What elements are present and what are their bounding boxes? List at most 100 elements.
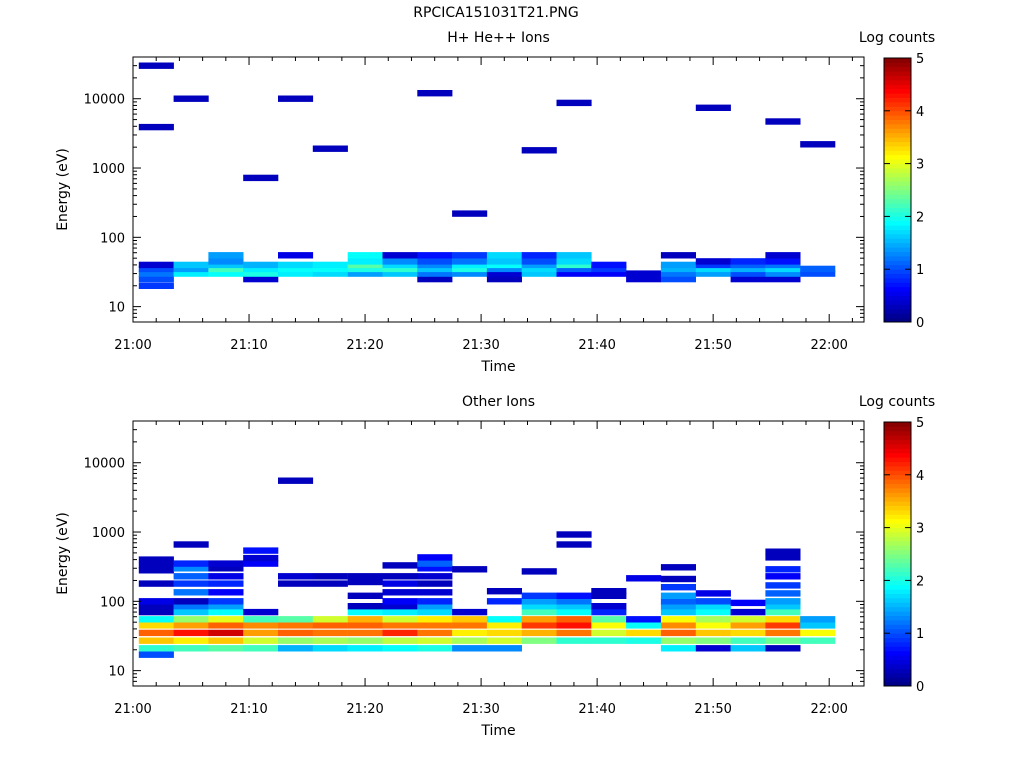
colorbar-tick-label: 2 <box>916 574 924 589</box>
heatmap-cell <box>765 261 801 269</box>
heatmap-cell <box>382 629 418 637</box>
heatmap-cell <box>660 261 696 269</box>
heatmap-cell <box>800 629 836 637</box>
heatmap-cell <box>591 637 627 644</box>
heatmap-cell <box>452 645 488 652</box>
x-tick-label: 21:20 <box>346 702 383 717</box>
colorbar-segment <box>884 264 911 270</box>
heatmap-cell <box>417 252 453 259</box>
heatmap-cell <box>417 261 453 269</box>
heatmap-cell <box>521 568 557 575</box>
heatmap-cell <box>138 608 174 616</box>
colorbar-segment <box>884 642 911 647</box>
heatmap-cell <box>521 616 557 623</box>
heatmap-cell <box>243 645 279 652</box>
heatmap-cell <box>591 588 627 595</box>
heatmap-cell <box>695 590 731 597</box>
colorbar-segment <box>884 650 911 656</box>
heatmap-cell <box>312 261 348 269</box>
colorbar-segment <box>884 308 911 314</box>
heatmap-cell <box>660 608 696 616</box>
heatmap-cell <box>138 567 174 574</box>
heatmap-cell <box>208 265 244 273</box>
colorbar-segment <box>884 562 911 568</box>
heatmap-cell <box>591 616 627 623</box>
heatmap-cell <box>243 275 279 283</box>
heatmap-cell <box>417 589 453 596</box>
heatmap-cell <box>591 261 627 269</box>
heatmap-cell <box>382 573 418 580</box>
heatmap-cell <box>347 252 383 259</box>
heatmap-cell <box>138 603 174 610</box>
heatmap-cell <box>521 265 557 273</box>
heatmap-cell <box>417 622 453 629</box>
colorbar-segment <box>884 93 911 98</box>
y-axis-label: Energy (eV) <box>55 148 71 231</box>
heatmap-cell <box>695 270 731 277</box>
heatmap-cell <box>208 580 244 587</box>
heatmap-cell <box>660 637 696 644</box>
heatmap-cell <box>138 651 174 658</box>
heatmap-cell <box>730 261 766 269</box>
colorbar-segment <box>884 313 911 318</box>
heatmap-cell <box>660 252 696 259</box>
colorbar-segment <box>884 523 911 528</box>
heatmap-cell <box>138 282 174 289</box>
colorbar-segment <box>884 80 911 85</box>
heatmap-cell <box>173 541 209 548</box>
heatmap-cell <box>695 629 731 637</box>
heatmap-cell <box>556 261 592 269</box>
heatmap-cell <box>347 616 383 623</box>
colorbar: 0 1 2 3 4 5 Log counts <box>859 394 935 695</box>
heatmap-cell <box>800 637 836 644</box>
colorbar-segment <box>884 677 911 682</box>
colorbar-segment <box>884 128 911 134</box>
colorbar-segment <box>884 584 911 590</box>
colorbar-segment <box>884 132 911 138</box>
heatmap-cell <box>486 629 522 637</box>
heatmap-cell <box>765 548 801 555</box>
colorbar-segment <box>884 168 911 173</box>
heatmap-cell <box>730 645 766 652</box>
heatmap-cell <box>173 603 209 610</box>
colorbar-segment <box>884 514 911 520</box>
heatmap-cell <box>626 629 662 637</box>
colorbar-segment <box>884 190 911 195</box>
heatmap-cell <box>486 265 522 273</box>
heatmap-cell <box>173 560 209 567</box>
x-tick-label: 21:40 <box>578 702 615 717</box>
colorbar-segment <box>884 110 911 116</box>
heatmap-cell <box>730 258 766 265</box>
heatmap-cell <box>556 616 592 623</box>
heatmap-cell <box>243 270 279 277</box>
colorbar-segment <box>884 278 911 283</box>
colorbar-segment <box>884 593 911 599</box>
panel-title: H+ He++ Ions <box>447 30 550 46</box>
heatmap-cell <box>138 562 174 569</box>
colorbar-segment <box>884 247 911 252</box>
heatmap-cell <box>452 629 488 637</box>
heatmap-cell <box>765 573 801 580</box>
heatmap-cell <box>800 141 836 148</box>
heatmap-cell <box>243 547 279 554</box>
colorbar-segment <box>884 198 911 204</box>
heatmap-cell <box>138 556 174 563</box>
colorbar-segment <box>884 422 911 427</box>
colorbar-tick-label: 3 <box>916 158 924 173</box>
heatmap-cell <box>800 616 836 623</box>
heatmap-cell <box>765 603 801 610</box>
colorbar-segment <box>884 589 911 594</box>
heatmap-cell <box>591 629 627 637</box>
heatmap-cell <box>278 573 314 580</box>
x-tick-label: 21:00 <box>114 702 151 717</box>
colorbar-segment <box>884 102 911 107</box>
heatmap-cell <box>278 622 314 629</box>
heatmap-cell <box>208 608 244 616</box>
colorbar-segment <box>884 71 911 76</box>
heatmap-cell <box>452 261 488 269</box>
colorbar-segment <box>884 483 911 489</box>
colorbar-segment <box>884 505 911 511</box>
heatmap-cell <box>382 603 418 610</box>
y-tick-label: 100 <box>100 595 125 610</box>
heatmap-cell <box>486 622 522 629</box>
